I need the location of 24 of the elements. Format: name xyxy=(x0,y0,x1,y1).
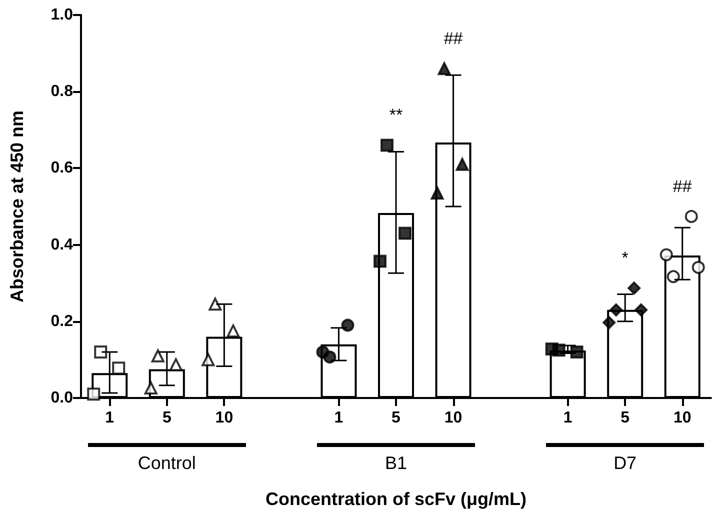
text: D7 xyxy=(612,453,638,473)
x-tick-label: 5 xyxy=(392,410,401,426)
y-tick-label: 0.2 xyxy=(50,312,74,330)
x-tick-label: 1 xyxy=(105,410,114,426)
text: Control xyxy=(136,453,197,473)
x-axis-title: Concentration of scFv (μg/mL) xyxy=(265,489,527,509)
x-tick-label: 10 xyxy=(215,410,234,426)
x-tick-label: 5 xyxy=(162,410,172,426)
y-tick-label: 0.0 xyxy=(50,390,74,406)
y-tick-label: 1.0 xyxy=(50,6,74,24)
y-tick-label: 0.4 xyxy=(50,236,74,254)
annotation: ## xyxy=(444,29,464,48)
annotation: ## xyxy=(672,176,692,196)
x-tick-label: 1 xyxy=(334,410,344,426)
x-tick-label: 10 xyxy=(673,410,692,426)
annotation: ** xyxy=(389,106,403,125)
y-tick-label: 0.6 xyxy=(50,160,74,177)
x-tick-label: 1 xyxy=(563,410,572,426)
y-axis-title: Absorbance at 450 nm xyxy=(7,110,27,303)
x-tick-label: 5 xyxy=(620,410,630,426)
text: B1 xyxy=(384,453,408,473)
annotation: * xyxy=(622,248,629,268)
x-tick-label: 10 xyxy=(444,410,462,426)
y-tick-label: 0.8 xyxy=(50,83,74,100)
